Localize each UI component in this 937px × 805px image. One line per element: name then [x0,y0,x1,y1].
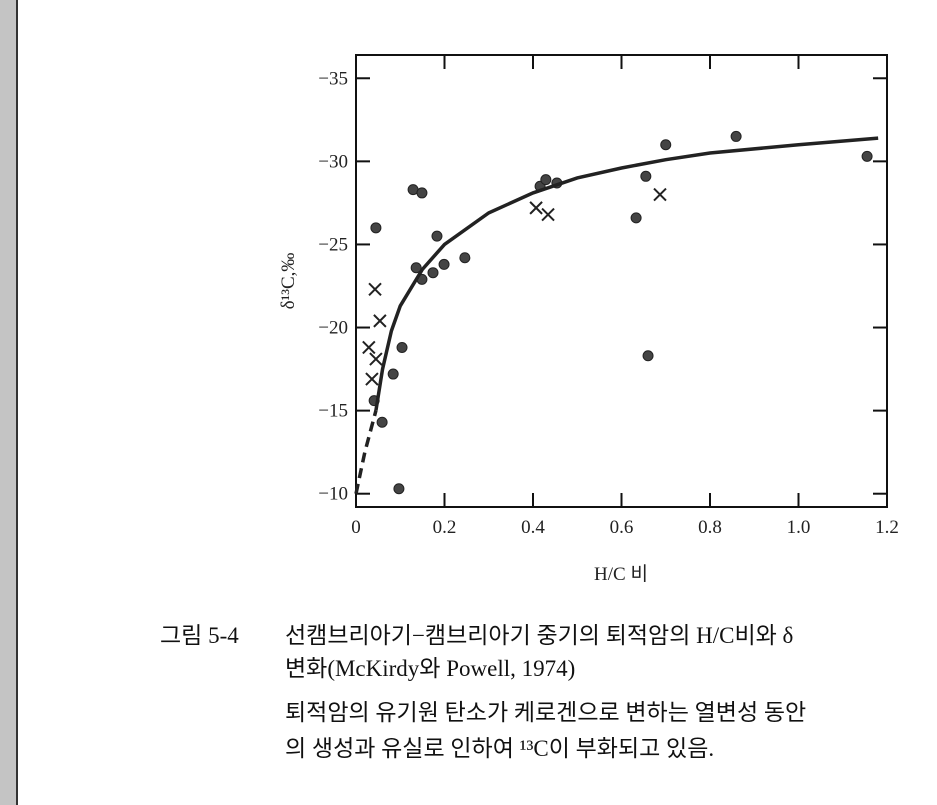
y-tick-label: −15 [318,401,348,422]
y-tick-label: −30 [318,151,348,172]
dot [376,416,388,428]
dot [459,252,471,264]
cross [368,282,382,297]
fit-curve [354,410,378,495]
y-tick-label: −25 [318,234,348,255]
y-tick-label: −10 [318,484,348,505]
cross [541,207,555,222]
caption-label: 그림 5-4 [160,623,239,648]
dot [730,130,742,142]
dot [410,262,422,274]
caption-line: 퇴적암의 유기원 탄소가 케로겐으로 변하는 열변성 동안 [285,700,806,725]
cross [362,340,376,355]
dot [427,267,439,279]
x-tick-label: 0.8 [698,517,722,538]
x-tick-label: 0.2 [433,517,457,538]
caption-line: 변화(McKirdy와 Powell, 1974) [285,656,575,681]
x-tick-label: 0.6 [610,517,634,538]
dot [416,187,428,199]
fit-curve [374,136,879,411]
x-axis-label: H/C 비 [594,563,648,585]
dot [861,150,873,162]
dot [370,222,382,234]
dot [640,170,652,182]
cross [373,314,387,328]
cross [369,352,383,366]
dot [540,174,552,186]
x-tick-label: 1.0 [787,517,811,538]
x-tick-label: 1.2 [875,517,899,538]
dot [393,483,405,495]
dot [438,258,450,270]
dot [387,368,399,380]
dot [396,341,408,353]
dot [642,350,654,362]
x-tick-label: 0.4 [521,517,545,538]
y-tick-label: −20 [318,318,348,339]
cross [529,201,543,215]
dot [630,212,642,224]
caption-line: 의 생성과 유실로 인하여 ¹³C이 부화되고 있음. [285,736,714,761]
side-bar [0,0,16,805]
y-tick-label: −35 [318,68,348,89]
caption-line: 선캠브리아기−캠브리아기 중기의 퇴적암의 H/C비와 δ [285,623,793,648]
y-axis-label: δ¹³C,‰ [278,253,299,310]
dot [431,230,443,242]
cross [653,187,667,202]
dot [660,139,672,151]
plot-frame [355,54,888,508]
x-tick-label: 0 [351,517,361,538]
cross [365,372,379,386]
